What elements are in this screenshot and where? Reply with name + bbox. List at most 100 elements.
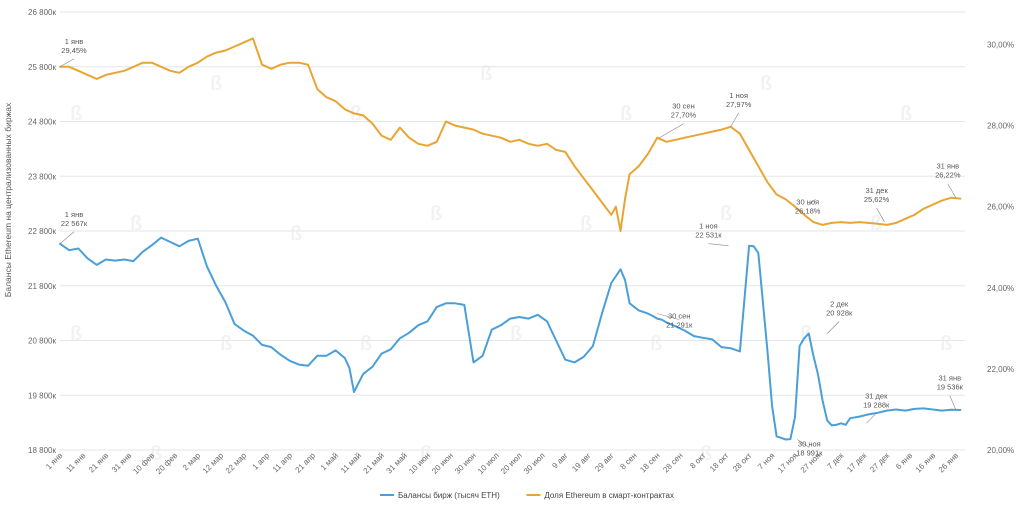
annotation-label: 2 дек [830, 299, 849, 308]
watermark-glyph: ß [720, 203, 732, 225]
series-layer [59, 37, 962, 441]
annotation-leader [876, 207, 885, 223]
annotation-label: 27,97% [726, 100, 752, 109]
left-tick-label: 21 800к [28, 282, 56, 291]
right-tick-label: 26,00% [987, 203, 1014, 212]
x-tick-label: 9 авг [550, 451, 569, 470]
x-tick-label: 1 май [319, 451, 340, 472]
x-tick-label: 16 янв [914, 451, 937, 474]
x-tick-label: 20 июн [430, 451, 455, 476]
annotation-label: 21 291к [666, 321, 693, 330]
annotation-leader [730, 112, 739, 127]
watermark-glyph: ß [620, 103, 632, 125]
watermark-glyph: ß [940, 333, 952, 355]
x-tick-label: 12 мар [201, 451, 226, 476]
watermark-glyph: ß [510, 323, 522, 345]
annotation-label: 27,70% [671, 111, 697, 120]
watermark-glyph: ß [70, 103, 82, 125]
x-tick-label: 7 дек [825, 451, 845, 471]
x-tick-label: 11 янв [64, 451, 87, 474]
annotation-label: 20 928к [826, 308, 853, 317]
x-tick-label: 20 июл [499, 451, 524, 476]
series-line-exchange-balances [59, 236, 962, 441]
x-tick-label: 19 авг [570, 451, 593, 474]
annotation-label: 26,22% [935, 171, 961, 180]
left-tick-label: 24 800к [28, 118, 56, 127]
watermark-glyph: ß [220, 333, 232, 355]
x-tick-label: 21 апр [293, 451, 317, 475]
left-tick-label: 26 800к [28, 8, 56, 17]
x-tick-label: 2 мар [181, 451, 203, 473]
watermark-glyph: ß [360, 333, 372, 355]
x-tick-label: 22 мар [224, 451, 249, 476]
grid [60, 11, 965, 451]
annotation-leader [949, 395, 957, 410]
annotation-label: 29,45% [61, 46, 87, 55]
annotation-leader [866, 413, 877, 424]
annotation-leader [947, 183, 957, 198]
left-tick-label: 25 800к [28, 63, 56, 72]
legend-label: Балансы бирж (тысяч ETH) [398, 491, 500, 500]
x-tick-label: 30 июн [453, 451, 478, 476]
x-tick-label: 18 сен [638, 451, 661, 474]
series-line-smart-contract-share [59, 37, 962, 232]
right-axis-ticks: 20,00% 22,00% 24,00% 26,00% 28,00% 30,00% [987, 40, 1014, 455]
annotation-label: 1 ноя [729, 91, 748, 100]
annotation-leader [59, 58, 75, 68]
annotation-label: 1 ноя [699, 222, 718, 231]
x-tick-label: 27 дек [868, 451, 892, 475]
annotation-leader [657, 313, 680, 320]
x-tick-label: 28 окт [731, 451, 754, 474]
left-tick-label: 18 800к [28, 446, 56, 455]
y-axis-title: Балансы Ethereum на централизованных бир… [3, 102, 13, 297]
annotation-label: 25,62% [864, 195, 890, 204]
annotation-label: 30 сен [672, 102, 695, 111]
watermark-glyph: ß [480, 63, 492, 85]
x-tick-label: 31 янв [110, 451, 133, 474]
annotation-label: 30 сен [668, 312, 691, 321]
watermark-glyph: ß [210, 73, 222, 95]
annotation-label: 1 янв [65, 210, 83, 219]
annotation-label: 22 531к [695, 231, 722, 240]
x-tick-label: 8 сен [618, 451, 638, 471]
annotation-label: 22 567к [61, 219, 88, 228]
annotation-leader [807, 199, 816, 206]
right-tick-label: 28,00% [987, 122, 1014, 131]
x-tick-label: 30 июл [522, 451, 547, 476]
x-tick-label: 31 май [385, 451, 409, 475]
right-tick-label: 30,00% [987, 40, 1014, 49]
watermark-glyph: ß [70, 323, 82, 345]
x-tick-label: 28 сен [661, 451, 684, 474]
x-tick-label: 26 янв [937, 451, 960, 474]
annotation-label: 31 дек [865, 186, 888, 195]
annotation-label: 30 ноя [796, 197, 819, 206]
watermark-glyph: ß [430, 203, 442, 225]
x-tick-label: 6 янв [894, 451, 914, 471]
legend-label: Доля Ethereum в смарт-контрактах [544, 491, 674, 500]
x-tick-label: 29 авг [593, 451, 616, 474]
watermark-glyph: ß [760, 73, 772, 95]
left-tick-label: 22 800к [28, 227, 56, 236]
watermark-glyph: ß [290, 223, 302, 245]
watermark-glyph: ß [150, 443, 162, 465]
x-tick-label: 11 апр [271, 451, 295, 475]
annotation-leader [826, 321, 840, 334]
annotation-label: 31 дек [865, 391, 888, 400]
x-tick-label: 21 янв [87, 451, 110, 474]
left-tick-label: 23 800к [28, 172, 56, 181]
watermark-glyph: ß [580, 213, 592, 235]
x-tick-label: 1 апр [251, 451, 272, 472]
legend: Балансы бирж (тысяч ETH) Доля Ethereum в … [380, 491, 674, 500]
x-tick-label: 17 дек [845, 451, 869, 475]
annotation-label: 26,18% [795, 206, 821, 215]
watermark-glyph: ß [130, 213, 142, 235]
watermark-glyph: ß [650, 333, 662, 355]
left-axis-ticks: 18 800к 19 800к 20 800к 21 800к 22 800к 23 80… [28, 8, 56, 455]
annotation-label: 19 536к [937, 383, 964, 392]
annotation-label: 31 янв [938, 374, 961, 383]
annotation-label: 31 янв [936, 162, 959, 171]
x-tick-label: 7 ноя [756, 451, 776, 471]
